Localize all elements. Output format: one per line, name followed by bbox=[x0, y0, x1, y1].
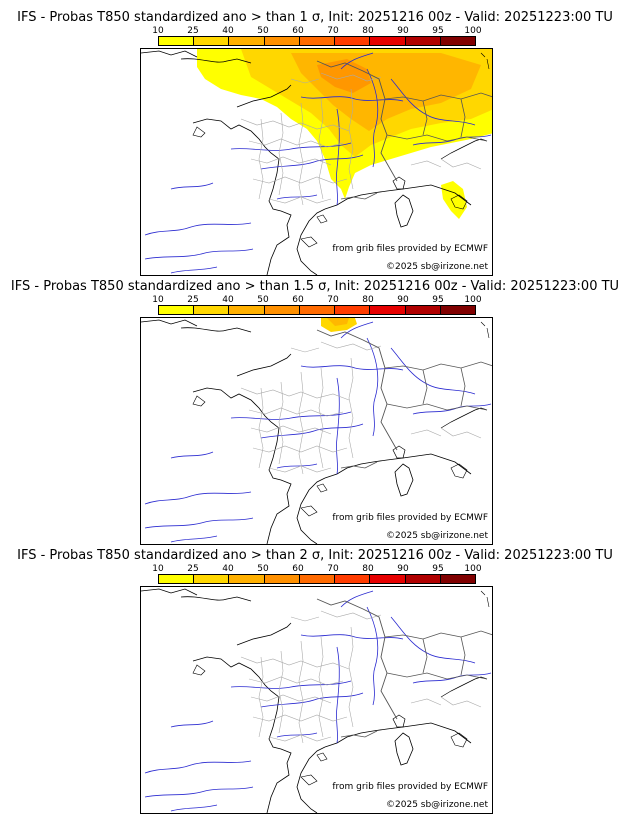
panel-title: IFS - Probas T850 standardized ano > tha… bbox=[17, 548, 613, 563]
colorbar-swatch bbox=[229, 575, 265, 583]
colorbar-swatches bbox=[158, 36, 476, 46]
colorbar-tick: 25 bbox=[187, 295, 199, 305]
colorbar-tick: 60 bbox=[292, 564, 304, 574]
colorbar-swatch bbox=[229, 306, 265, 314]
colorbar-swatch bbox=[440, 306, 475, 314]
colorbar-swatch bbox=[370, 37, 406, 45]
colorbar-swatch bbox=[440, 575, 475, 583]
colorbar-tick: 60 bbox=[292, 295, 304, 305]
colorbar: 10 25 40 50 60 70 80 90 95 100 bbox=[152, 26, 482, 54]
colorbar-swatch bbox=[440, 37, 475, 45]
colorbar: 10 25 40 50 60 70 80 90 95 100 bbox=[152, 295, 482, 323]
credit-copyright: ©2025 sb@irizone.net bbox=[386, 262, 488, 273]
credit-source: from grib files provided by ECMWF bbox=[332, 244, 488, 255]
colorbar-swatch bbox=[159, 306, 195, 314]
colorbar-tick: 40 bbox=[222, 295, 234, 305]
colorbar-tick: 70 bbox=[327, 26, 339, 36]
colorbar-swatches bbox=[158, 305, 476, 315]
colorbar-tick: 80 bbox=[362, 295, 374, 305]
colorbar-swatch bbox=[229, 37, 265, 45]
colorbar-tick: 25 bbox=[187, 26, 199, 36]
colorbar-tick: 50 bbox=[257, 564, 269, 574]
colorbar-swatch bbox=[264, 575, 300, 583]
colorbar-tick: 25 bbox=[187, 564, 199, 574]
credit-source: from grib files provided by ECMWF bbox=[332, 782, 488, 793]
colorbar-swatch bbox=[194, 37, 230, 45]
colorbar-swatch bbox=[299, 37, 336, 45]
colorbar-swatch bbox=[299, 575, 336, 583]
probability-map: from grib files provided by ECMWF ©2025 … bbox=[140, 48, 493, 276]
colorbar-tick: 90 bbox=[397, 295, 409, 305]
colorbar-ticks: 10 25 40 50 60 70 80 90 95 100 bbox=[152, 26, 481, 37]
prob-area-low-east bbox=[441, 181, 467, 219]
colorbar-tick: 40 bbox=[222, 564, 234, 574]
colorbar-swatch bbox=[370, 575, 406, 583]
panel-title: IFS - Probas T850 standardized ano > tha… bbox=[10, 279, 620, 294]
colorbar-swatch bbox=[299, 306, 336, 314]
colorbar-tick: 50 bbox=[257, 26, 269, 36]
prob-area-top bbox=[317, 59, 371, 93]
colorbar-swatch bbox=[159, 37, 195, 45]
colorbar-tick: 10 bbox=[152, 295, 164, 305]
colorbar-tick: 90 bbox=[397, 26, 409, 36]
colorbar-swatch bbox=[194, 306, 230, 314]
probability-map: from grib files provided by ECMWF ©2025 … bbox=[140, 586, 493, 814]
colorbar-swatch bbox=[194, 575, 230, 583]
colorbar-tick: 80 bbox=[362, 564, 374, 574]
colorbar-tick: 60 bbox=[292, 26, 304, 36]
credit-copyright: ©2025 sb@irizone.net bbox=[386, 531, 488, 542]
colorbar-tick: 50 bbox=[257, 295, 269, 305]
panel-1: IFS - Probas T850 standardized ano > tha… bbox=[0, 10, 630, 280]
colorbar-tick: 70 bbox=[327, 564, 339, 574]
probability-map: from grib files provided by ECMWF ©2025 … bbox=[140, 317, 493, 545]
colorbar-tick: 100 bbox=[464, 26, 482, 36]
colorbar-ticks: 10 25 40 50 60 70 80 90 95 100 bbox=[152, 564, 481, 575]
map-graphic bbox=[141, 588, 492, 813]
colorbar-tick: 90 bbox=[397, 564, 409, 574]
panel-2: IFS - Probas T850 standardized ano > tha… bbox=[0, 279, 630, 549]
map-graphic bbox=[141, 318, 492, 544]
colorbar-swatch bbox=[159, 575, 195, 583]
credit-copyright: ©2025 sb@irizone.net bbox=[386, 800, 488, 811]
colorbar-swatch bbox=[335, 306, 371, 314]
colorbar-swatch bbox=[405, 575, 441, 583]
colorbar-tick: 95 bbox=[432, 26, 444, 36]
colorbar-tick: 95 bbox=[432, 564, 444, 574]
colorbar-swatch bbox=[335, 37, 371, 45]
panel-title: IFS - Probas T850 standardized ano > tha… bbox=[17, 10, 613, 25]
colorbar-tick: 70 bbox=[327, 295, 339, 305]
colorbar: 10 25 40 50 60 70 80 90 95 100 bbox=[152, 564, 482, 592]
colorbar-swatch bbox=[264, 306, 300, 314]
colorbar-tick: 100 bbox=[464, 564, 482, 574]
colorbar-swatch bbox=[405, 37, 441, 45]
prob-area-mid bbox=[327, 318, 349, 326]
map-graphic bbox=[141, 49, 492, 275]
panel-3: IFS - Probas T850 standardized ano > tha… bbox=[0, 548, 630, 818]
colorbar-tick: 95 bbox=[432, 295, 444, 305]
colorbar-swatch bbox=[335, 575, 371, 583]
colorbar-tick: 80 bbox=[362, 26, 374, 36]
colorbar-swatch bbox=[405, 306, 441, 314]
colorbar-swatches bbox=[158, 574, 476, 584]
colorbar-tick: 40 bbox=[222, 26, 234, 36]
colorbar-ticks: 10 25 40 50 60 70 80 90 95 100 bbox=[152, 295, 481, 306]
colorbar-swatch bbox=[264, 37, 300, 45]
colorbar-tick: 100 bbox=[464, 295, 482, 305]
credit-source: from grib files provided by ECMWF bbox=[332, 513, 488, 524]
colorbar-tick: 10 bbox=[152, 564, 164, 574]
colorbar-tick: 10 bbox=[152, 26, 164, 36]
colorbar-swatch bbox=[370, 306, 406, 314]
